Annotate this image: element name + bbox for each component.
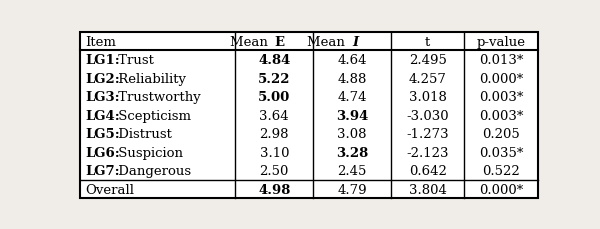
Text: 0.003*: 0.003*	[479, 109, 523, 122]
Text: 4.257: 4.257	[409, 72, 446, 85]
Text: -3.030: -3.030	[406, 109, 449, 122]
Text: Trustworthy: Trustworthy	[114, 91, 201, 104]
Text: LG3:: LG3:	[85, 91, 120, 104]
Text: Trust: Trust	[114, 54, 154, 67]
Text: 4.98: 4.98	[258, 183, 290, 196]
Text: 4.84: 4.84	[258, 54, 290, 67]
Text: 2.45: 2.45	[337, 164, 367, 177]
Text: Distrust: Distrust	[114, 128, 172, 141]
Text: 3.018: 3.018	[409, 91, 446, 104]
Text: 2.50: 2.50	[260, 164, 289, 177]
Text: Reliability: Reliability	[114, 72, 186, 85]
Text: LG6:: LG6:	[85, 146, 120, 159]
Text: LG1:: LG1:	[85, 54, 120, 67]
Text: 3.08: 3.08	[337, 128, 367, 141]
Text: LG2:: LG2:	[85, 72, 120, 85]
Text: Suspicion: Suspicion	[114, 146, 183, 159]
Text: Item: Item	[85, 35, 116, 49]
Text: 4.64: 4.64	[337, 54, 367, 67]
Text: LG5:: LG5:	[85, 128, 120, 141]
Text: I: I	[352, 35, 358, 49]
Text: Mean: Mean	[230, 35, 274, 49]
Text: Overall: Overall	[85, 183, 134, 196]
Text: 0.205: 0.205	[482, 128, 520, 141]
Text: t: t	[425, 35, 430, 49]
Text: Mean: Mean	[307, 35, 352, 49]
Text: -1.273: -1.273	[406, 128, 449, 141]
Text: 3.804: 3.804	[409, 183, 446, 196]
Text: LG4:: LG4:	[85, 109, 120, 122]
Text: 0.035*: 0.035*	[479, 146, 523, 159]
Text: 2.98: 2.98	[260, 128, 289, 141]
Text: 3.28: 3.28	[336, 146, 368, 159]
Text: 3.64: 3.64	[259, 109, 289, 122]
Text: 0.642: 0.642	[409, 164, 446, 177]
Text: 4.88: 4.88	[337, 72, 367, 85]
Text: 5.00: 5.00	[258, 91, 290, 104]
Text: 3.10: 3.10	[260, 146, 289, 159]
Text: 4.74: 4.74	[337, 91, 367, 104]
Text: 3.94: 3.94	[336, 109, 368, 122]
Text: LG7:: LG7:	[85, 164, 120, 177]
Text: p-value: p-value	[476, 35, 526, 49]
Text: 5.22: 5.22	[258, 72, 290, 85]
Text: 2.495: 2.495	[409, 54, 446, 67]
Text: -2.123: -2.123	[406, 146, 449, 159]
Text: 0.000*: 0.000*	[479, 183, 523, 196]
Text: 0.000*: 0.000*	[479, 72, 523, 85]
Text: 4.79: 4.79	[337, 183, 367, 196]
Text: Scepticism: Scepticism	[114, 109, 191, 122]
Text: 0.013*: 0.013*	[479, 54, 523, 67]
Text: 0.522: 0.522	[482, 164, 520, 177]
Text: 0.003*: 0.003*	[479, 91, 523, 104]
Text: E: E	[274, 35, 284, 49]
Text: Dangerous: Dangerous	[114, 164, 191, 177]
